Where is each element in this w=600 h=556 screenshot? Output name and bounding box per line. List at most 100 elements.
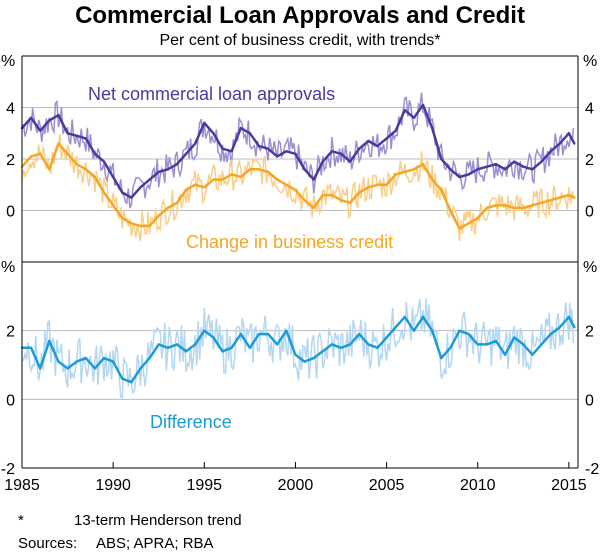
footnote-marker: * [18, 512, 24, 529]
data-point [193, 343, 197, 346]
data-point [549, 332, 552, 336]
data-point [458, 175, 461, 179]
unit-label-right: % [583, 259, 597, 276]
data-point [221, 350, 224, 353]
x-tick-label: 2000 [278, 477, 314, 494]
data-point [257, 332, 261, 336]
data-point [348, 343, 352, 346]
x-tick-label: 1985 [4, 477, 40, 494]
data-point [376, 346, 379, 350]
data-point [303, 199, 306, 202]
data-point [48, 168, 51, 171]
data-point [321, 160, 324, 163]
data-point [573, 142, 576, 145]
data-point [348, 201, 352, 204]
data-point [294, 188, 297, 192]
data-point [93, 367, 97, 370]
series-trend-line [21, 103, 576, 199]
data-point [230, 173, 233, 176]
data-point [48, 339, 51, 343]
y-tick-label-left: 4 [6, 101, 15, 118]
data-point [248, 168, 252, 171]
data-point [312, 206, 315, 210]
data-point [385, 336, 388, 339]
data-point [121, 191, 124, 194]
data-point [48, 119, 51, 122]
data-point [367, 139, 370, 143]
series-trend-line [22, 315, 576, 384]
x-tick-label: 1990 [95, 477, 131, 494]
data-point [339, 346, 343, 350]
data-point [84, 168, 88, 171]
series-label: Change in business credit [186, 232, 393, 252]
sources-label: Sources: [18, 535, 78, 552]
data-point [285, 183, 288, 186]
data-point [276, 178, 279, 181]
data-point [193, 142, 197, 145]
data-point [148, 178, 151, 181]
data-point [130, 222, 133, 225]
data-point [84, 137, 88, 140]
data-point [412, 116, 416, 120]
data-point [494, 204, 498, 207]
data-point [522, 206, 525, 210]
sources-text: ABS; APRA; RBA [96, 535, 214, 552]
data-point [184, 188, 188, 192]
data-point [102, 160, 106, 163]
data-point [57, 142, 60, 145]
unit-label-left: % [1, 53, 15, 70]
x-tick-label: 2010 [460, 477, 496, 494]
data-point [266, 147, 270, 150]
data-point [230, 346, 233, 350]
data-point [512, 160, 516, 163]
data-point [503, 204, 507, 207]
data-point [494, 162, 498, 166]
data-point [139, 224, 142, 228]
data-point [139, 186, 142, 189]
data-point [312, 178, 315, 181]
data-point [184, 350, 188, 353]
data-point [540, 343, 543, 346]
data-point [66, 152, 69, 156]
data-point [367, 343, 370, 346]
data-point [221, 178, 224, 181]
y-tick-label-left: 2 [6, 152, 15, 169]
data-point [330, 150, 334, 153]
data-point [549, 150, 552, 153]
series-label: Net commercial loan approvals [88, 84, 335, 104]
data-point [485, 165, 489, 168]
data-point [239, 332, 242, 336]
data-point [522, 165, 525, 168]
series-raw-line [21, 133, 575, 242]
footnote-text: 13-term Henderson trend [74, 512, 242, 529]
data-point [430, 329, 434, 332]
data-point [93, 175, 97, 179]
data-point [29, 346, 33, 350]
data-point [549, 199, 552, 202]
data-point [412, 329, 416, 332]
series-raw-line [21, 298, 575, 400]
data-point [358, 332, 361, 336]
data-point [203, 329, 206, 332]
data-point [212, 336, 215, 339]
x-tick-label: 1995 [186, 477, 222, 494]
y-tick-label-left: -2 [1, 461, 15, 478]
data-point [376, 144, 379, 148]
data-point [166, 206, 170, 210]
data-point [166, 168, 170, 171]
data-point [193, 183, 197, 186]
data-point [330, 193, 334, 197]
data-point [257, 168, 261, 171]
data-point [385, 183, 388, 186]
data-point [294, 353, 297, 356]
data-point [203, 121, 206, 125]
data-point [540, 160, 543, 163]
data-point [421, 162, 425, 166]
data-point [339, 199, 343, 202]
data-point [394, 129, 397, 132]
data-point [358, 191, 361, 194]
data-point [84, 356, 88, 360]
data-point [558, 142, 561, 145]
data-point [266, 332, 270, 336]
data-point [394, 326, 397, 329]
